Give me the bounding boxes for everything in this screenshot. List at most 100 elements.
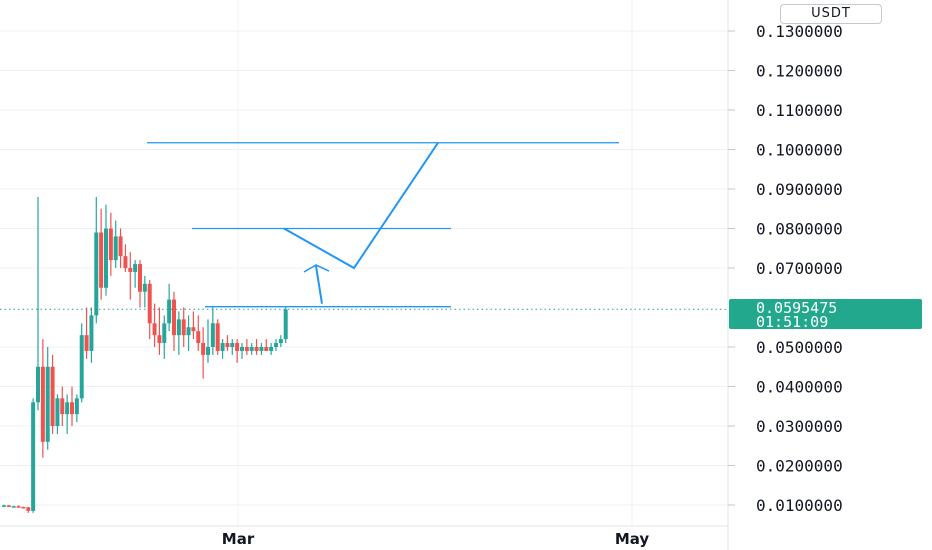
candle-body	[50, 366, 55, 426]
candle-body	[152, 323, 157, 336]
current-price-value: 0.0595475	[756, 299, 838, 317]
drawings-layer	[147, 142, 619, 308]
candle-body	[55, 398, 60, 426]
candle	[123, 244, 128, 272]
candle	[176, 311, 181, 355]
candle	[167, 283, 172, 332]
candle	[259, 343, 264, 355]
candle	[171, 291, 176, 351]
candle	[186, 315, 191, 351]
candle	[220, 339, 225, 359]
price-tick-label: 0.1200000	[756, 62, 843, 81]
candle	[210, 307, 215, 355]
breakout-arrow-head	[303, 264, 330, 273]
candle	[50, 354, 55, 434]
candle-body	[244, 347, 249, 351]
price-tick-label: 0.0400000	[756, 378, 843, 397]
price-tick-label: 0.1100000	[756, 101, 843, 120]
candle-body	[99, 232, 104, 288]
candle-body	[283, 309, 288, 340]
candle	[215, 319, 220, 355]
candle	[147, 279, 152, 340]
candle-body	[249, 347, 254, 351]
candlestick-series	[2, 196, 288, 513]
candle	[21, 506, 26, 509]
chart-grid	[0, 0, 728, 526]
candle-body	[205, 347, 210, 355]
candle-body	[11, 506, 16, 508]
price-tick-label: 0.1300000	[756, 22, 843, 41]
candle-body	[133, 264, 138, 272]
candle	[99, 208, 104, 300]
candle-body	[108, 228, 113, 261]
candle	[55, 394, 60, 434]
candle-body	[69, 402, 74, 415]
time-tick-label: Mar	[222, 530, 255, 548]
candle-body	[16, 506, 21, 508]
candle	[103, 204, 108, 296]
candle	[133, 260, 138, 288]
candle-body	[230, 343, 235, 347]
candle-body	[113, 236, 118, 261]
candle-body	[84, 335, 89, 351]
candle	[84, 307, 89, 359]
candle	[230, 339, 235, 355]
candle-body	[225, 343, 230, 347]
price-tick-label: 0.0800000	[756, 220, 843, 239]
candle	[196, 315, 201, 351]
candle-body	[79, 335, 84, 399]
candle	[89, 307, 94, 363]
price-tick-label: 0.0700000	[756, 259, 843, 278]
candle	[157, 307, 162, 355]
candle	[152, 303, 157, 347]
candle-body	[181, 319, 186, 336]
candle-body	[118, 236, 123, 257]
price-tick-label: 0.0200000	[756, 457, 843, 476]
candle-body	[167, 299, 172, 324]
candle	[74, 394, 79, 423]
price-axis[interactable]: 0.0100000 0.0200000 0.0300000 0.0400000 0.05…	[728, 22, 843, 515]
candle	[239, 343, 244, 359]
candle	[205, 319, 210, 363]
candle	[79, 323, 84, 403]
candle-body	[215, 323, 220, 351]
candle	[108, 212, 113, 276]
candle-body	[278, 339, 283, 344]
candle	[69, 386, 74, 426]
candle-body	[60, 398, 65, 415]
candle-body	[147, 283, 152, 324]
candle-body	[6, 505, 11, 507]
candle	[113, 220, 118, 268]
candle	[225, 335, 230, 351]
candle-body	[264, 347, 269, 351]
candle-body	[123, 256, 128, 268]
candle	[45, 347, 50, 450]
candle-body	[40, 366, 45, 442]
candle-body	[157, 335, 162, 344]
candle-body	[162, 323, 167, 344]
price-tick-label: 0.0300000	[756, 417, 843, 436]
currency-badge[interactable]: USDT	[780, 4, 882, 24]
candle-body	[273, 343, 278, 347]
candle	[16, 505, 21, 508]
current-price-tag: 0.0595475 01:51:09	[729, 299, 922, 330]
price-tick-label: 0.0500000	[756, 338, 843, 357]
candle	[269, 343, 274, 355]
candle	[6, 505, 11, 507]
candle-body	[35, 366, 40, 403]
candle	[191, 311, 196, 340]
candle-body	[137, 264, 142, 292]
candle	[201, 327, 206, 379]
price-tick-label: 0.1000000	[756, 141, 843, 160]
candle	[2, 504, 6, 507]
candle-body	[191, 327, 196, 332]
candle	[181, 307, 186, 347]
candle-body	[26, 507, 31, 511]
candle-body	[186, 327, 191, 336]
breakout-arrow-shaft	[315, 265, 323, 304]
time-axis[interactable]: Mar May	[222, 530, 650, 548]
candle	[244, 339, 249, 355]
price-tick-label: 0.0900000	[756, 180, 843, 199]
candle	[137, 260, 142, 308]
